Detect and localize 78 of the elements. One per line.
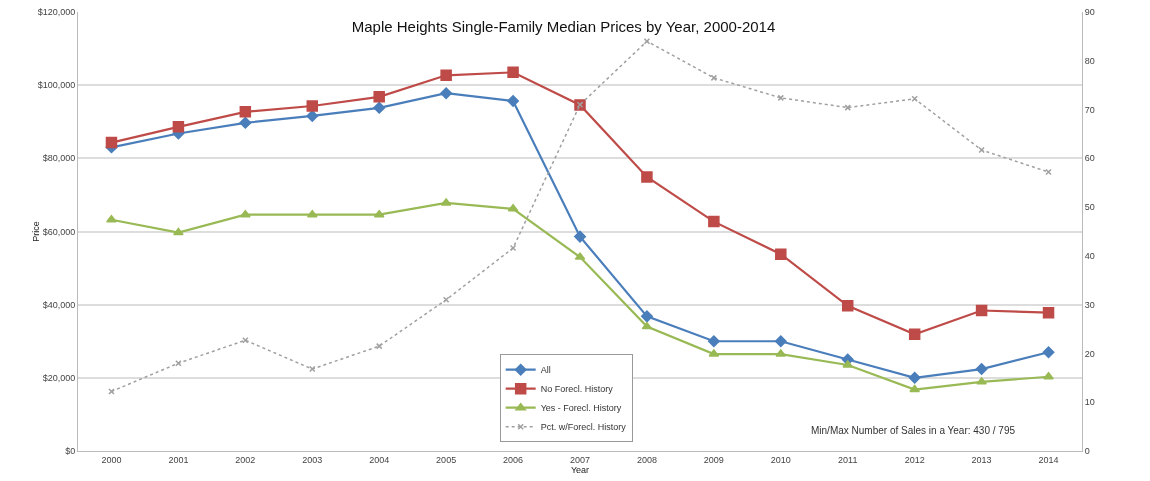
- y-tick-label: $40,000: [42, 299, 76, 310]
- y-tick-label: $120,000: [37, 7, 76, 18]
- point: [373, 209, 385, 218]
- point: [777, 94, 785, 102]
- point: [239, 209, 251, 218]
- annotation: Min/Max Number of Sales in a Year: 430 / 795: [811, 425, 1016, 436]
- point: [1042, 306, 1055, 319]
- x-tick-label: 2001: [168, 454, 189, 465]
- x-tick-label: 2002: [235, 454, 256, 465]
- point: [975, 363, 988, 375]
- point: [908, 328, 921, 341]
- point: [108, 388, 115, 395]
- point: [1042, 346, 1055, 359]
- y2-tick-label: 0: [1084, 446, 1090, 457]
- legend-label: Yes - Forecl. History: [540, 403, 622, 414]
- x-tick-label: 2004: [369, 454, 390, 465]
- point: [909, 384, 921, 393]
- y-tick-label: $100,000: [37, 80, 76, 91]
- x-tick-label: 2005: [436, 454, 457, 465]
- point: [574, 230, 586, 243]
- y2-tick-label: 60: [1084, 153, 1095, 164]
- x-axis-title: Year: [570, 464, 590, 475]
- legend-label: No Forecl. History: [540, 384, 614, 395]
- chart-title: Maple Heights Single-Family Median Prices by Year, 2000-2014: [351, 18, 776, 36]
- x-tick-label: 2011: [838, 454, 858, 465]
- point: [306, 100, 319, 112]
- y2-tick-label: 10: [1084, 397, 1095, 408]
- point: [239, 106, 252, 118]
- point: [841, 300, 854, 312]
- point: [306, 209, 318, 218]
- point: [641, 171, 653, 183]
- x-tick-label: 2000: [101, 454, 122, 465]
- point: [172, 121, 185, 133]
- x-tick-label: 2007: [569, 454, 591, 465]
- point: [640, 310, 653, 323]
- point: [708, 215, 720, 228]
- point: [106, 215, 117, 223]
- point: [707, 335, 720, 348]
- legend-label: Pct. w/Forecl. History: [540, 422, 627, 433]
- x-tick-label: 2009: [703, 454, 724, 465]
- point: [440, 69, 452, 82]
- y-tick-label: $20,000: [42, 372, 76, 383]
- x-tick-label: 2008: [636, 454, 657, 465]
- point: [173, 227, 184, 236]
- point: [641, 321, 653, 330]
- point: [774, 335, 787, 348]
- point: [975, 304, 988, 317]
- y2-tick-label: 80: [1084, 55, 1095, 66]
- point: [373, 91, 385, 103]
- point: [775, 248, 787, 260]
- point: [239, 116, 252, 129]
- point: [105, 136, 118, 149]
- y2-tick-label: 40: [1084, 251, 1095, 262]
- y2-tick-label: 30: [1084, 299, 1095, 310]
- y2-tick-label: 70: [1084, 104, 1095, 115]
- x-tick-label: 2012: [904, 454, 925, 465]
- legend-label: All: [540, 365, 551, 376]
- y-tick-label: $80,000: [42, 153, 76, 164]
- point: [373, 101, 386, 114]
- point: [507, 94, 520, 107]
- point: [908, 371, 921, 384]
- x-tick-label: 2010: [770, 454, 791, 465]
- x-tick-label: 2003: [302, 454, 323, 465]
- y2-tick-label: 50: [1084, 202, 1095, 213]
- point: [440, 87, 453, 100]
- y2-tick-label: 90: [1084, 7, 1095, 18]
- x-tick-label: 2006: [503, 454, 524, 465]
- y-axis-title: Price: [30, 221, 41, 242]
- point: [509, 244, 517, 252]
- point: [976, 377, 987, 385]
- x-tick-label: 2014: [1038, 454, 1059, 465]
- x-tick-label: 2013: [971, 454, 992, 465]
- y-tick-label: $60,000: [42, 226, 76, 237]
- point: [710, 74, 718, 82]
- y2-tick-label: 20: [1084, 348, 1095, 359]
- point: [507, 66, 519, 79]
- point: [1043, 371, 1054, 380]
- y-tick-label: $0: [65, 446, 76, 457]
